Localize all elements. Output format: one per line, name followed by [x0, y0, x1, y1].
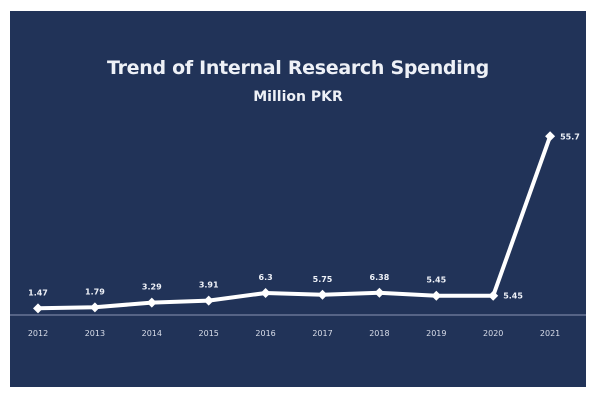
data-label: 5.75: [313, 275, 333, 284]
data-point: [431, 290, 442, 301]
x-tick-label: 2014: [142, 329, 162, 338]
chart-subtitle: Million PKR: [253, 89, 343, 105]
x-tick-label: 2020: [483, 329, 503, 338]
data-label: 6.38: [370, 273, 390, 282]
x-tick-label: 2021: [540, 329, 560, 338]
data-label: 3.91: [199, 281, 219, 290]
data-label: 3.29: [142, 283, 162, 292]
data-point: [89, 302, 100, 313]
data-point: [203, 295, 214, 306]
data-point: [260, 288, 271, 299]
data-label: 5.45: [503, 292, 523, 301]
x-tick-label: 2016: [255, 329, 275, 338]
data-label: 6.3: [259, 273, 273, 282]
data-label: 55.7: [560, 132, 580, 141]
data-point: [374, 287, 385, 298]
chart-panel: Trend of Internal Research Spending Mill…: [10, 11, 586, 387]
series-line: [36, 134, 553, 311]
data-label: 1.47: [28, 288, 48, 297]
chart-title: Trend of Internal Research Spending: [107, 57, 489, 79]
data-point: [33, 303, 43, 314]
x-tick-label: 2013: [85, 329, 105, 338]
x-tick-label: 2017: [312, 329, 332, 338]
data-point: [146, 297, 157, 308]
data-point: [488, 290, 499, 301]
x-tick-label: 2012: [28, 329, 48, 338]
x-tick-label: 2018: [369, 329, 389, 338]
chart-plot: 2012 2013 2014 2015 2016 2017 2018 2019 2020 2021…: [10, 131, 586, 338]
data-point: [545, 131, 556, 142]
data-point: [317, 289, 328, 300]
x-tick-label: 2019: [426, 329, 446, 338]
data-label: 5.45: [426, 276, 446, 285]
x-tick-label: 2015: [199, 329, 219, 338]
data-label: 1.79: [85, 287, 105, 296]
